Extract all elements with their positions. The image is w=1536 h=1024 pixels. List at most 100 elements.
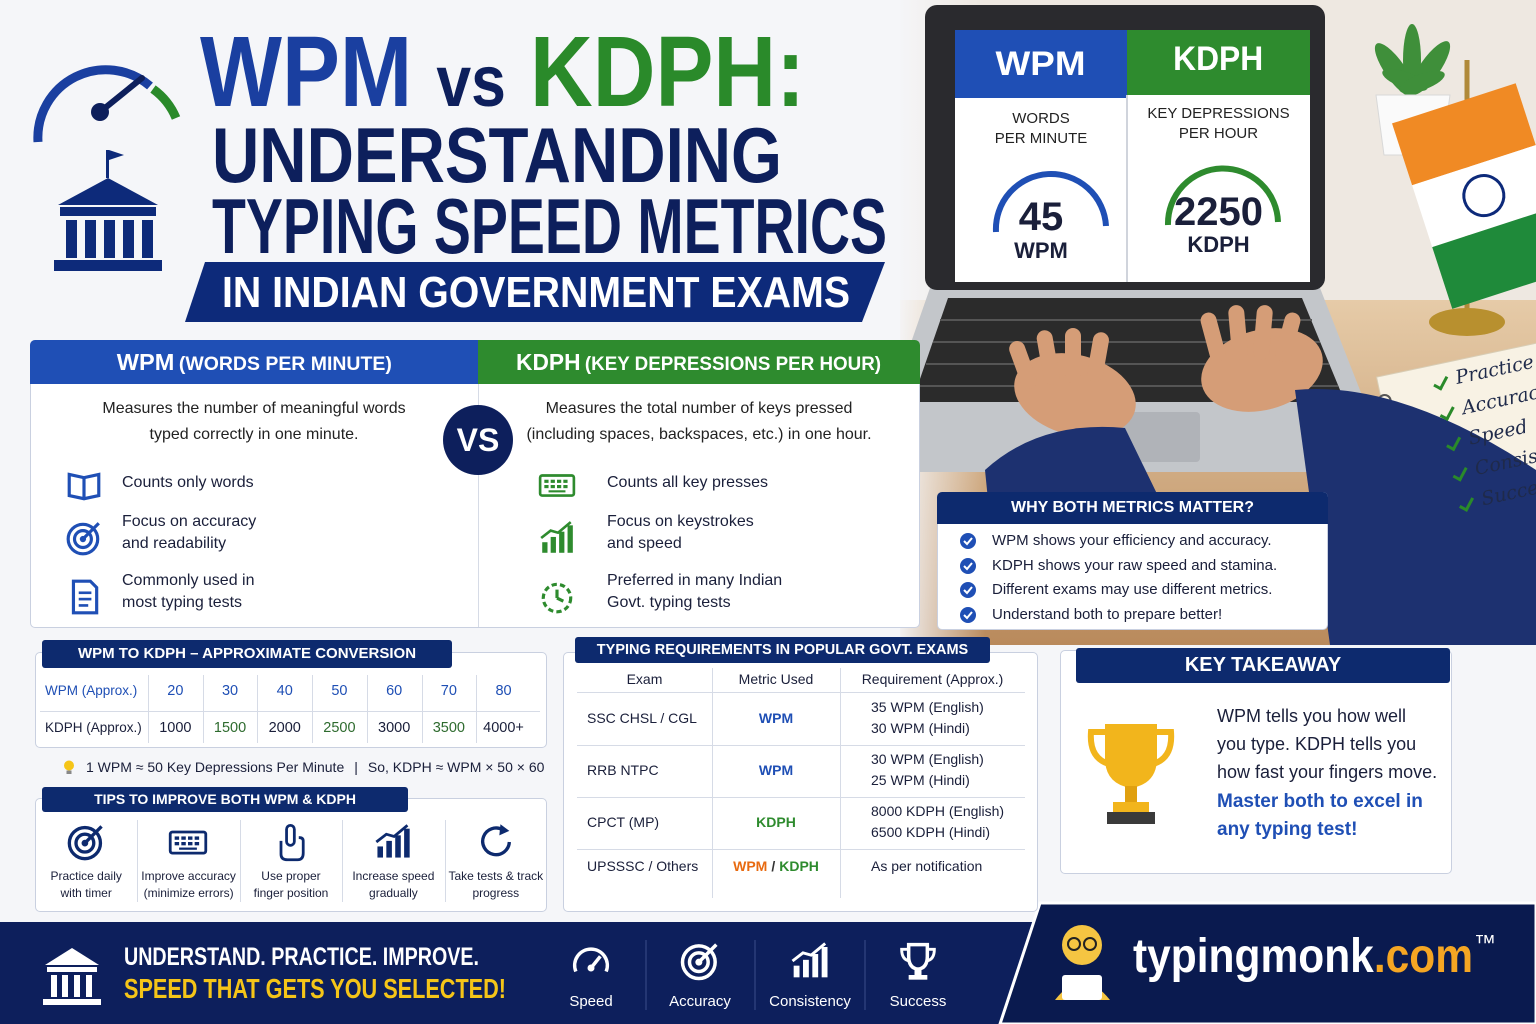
tip-divider: [137, 820, 139, 902]
conversion-value: 1500: [213, 720, 247, 736]
path-shape: [1295, 389, 1536, 645]
column-point: Preferred in many Indian: [607, 572, 783, 589]
rect-shape: [1009, 341, 1037, 389]
check-icon: [960, 582, 976, 598]
footer-icon-label: Speed: [569, 993, 613, 1010]
keyboard-icon: [538, 474, 576, 497]
path-shape: [1087, 729, 1111, 767]
target-icon: [680, 943, 718, 981]
div-shape: typingmonk.com: [1133, 928, 1517, 986]
circle-shape: [72, 529, 93, 550]
gauge-icon: [572, 947, 610, 973]
rect-shape: [1036, 330, 1060, 385]
row-line: [577, 745, 1025, 746]
column-divider: [257, 675, 259, 743]
polygon-shape: [185, 262, 885, 322]
column-description: Measures the number of meaningful words: [102, 400, 406, 417]
brand: typingmonk.com: [1133, 928, 1473, 986]
column-header-text: WPM (WORDS PER MINUTE): [116, 348, 391, 380]
rect-shape: [62, 975, 68, 997]
screen-label: PER MINUTE: [994, 130, 1088, 147]
conversion-note: 1 WPM ≈ 50 Key Depressions Per Minute | So…: [86, 759, 554, 775]
exam-name: RRB NTPC: [587, 762, 659, 778]
path-shape: [900, 947, 936, 963]
conversion-value: 3000: [378, 720, 411, 736]
polygon-shape: [998, 901, 1536, 1024]
table-column-line: [712, 668, 713, 898]
tip-label: Use proper: [261, 869, 321, 883]
line-shape: [83, 825, 103, 845]
polygon-shape: [498, 824, 509, 836]
rect-shape: [43, 999, 101, 1005]
column-point: and speed: [607, 535, 682, 552]
why-point: KDPH shows your raw speed and stamina.: [992, 556, 1278, 574]
screen-label: WORDS: [1012, 110, 1070, 127]
conversion-value: 50: [331, 683, 348, 699]
exam-name: CPCT (MP): [587, 814, 660, 830]
tip-label: Improve accuracy: [141, 869, 236, 883]
check-mark: [1433, 373, 1449, 391]
circle-shape: [74, 832, 96, 854]
polyline-shape: [963, 561, 973, 570]
conversion-value: 2000: [268, 720, 301, 736]
rect-shape: [1125, 786, 1137, 802]
rect-shape: [66, 220, 77, 258]
requirements-title: TYPING REQUIREMENTS IN POPULAR GOVT. EXA…: [575, 637, 990, 663]
g-shape: [377, 828, 410, 858]
screen-header: KDPH: [1127, 40, 1310, 79]
g-shape: [793, 947, 828, 978]
g-shape: [175, 836, 200, 850]
rect-shape: [1087, 332, 1109, 382]
circle-shape: [960, 533, 976, 549]
rect-shape: [955, 30, 1127, 98]
circle-shape: [541, 582, 573, 614]
rect-shape: [106, 150, 109, 178]
line-shape: [97, 75, 145, 115]
tip-label: finger position: [253, 886, 329, 900]
circle-shape: [960, 557, 976, 574]
rect-shape: [181, 842, 187, 846]
divider: [478, 384, 479, 627]
rect-shape: [1412, 145, 1536, 248]
column-point: and readability: [122, 535, 227, 552]
check-icon: [960, 533, 976, 549]
tip-label: gradually: [369, 886, 418, 900]
g-shape: [1009, 305, 1323, 437]
screen-label: PER HOUR: [1178, 125, 1259, 142]
div-shape: IN INDIAN GOVERNMENT EXAMS: [222, 268, 926, 317]
keyboard-icon: [169, 830, 208, 855]
rect-shape: [567, 525, 573, 553]
g-shape: [645, 940, 866, 1010]
polyline-shape: [963, 610, 973, 619]
column-point: most typing tests: [122, 594, 243, 611]
takeaway-highlight: Master both to excel in: [1217, 791, 1423, 812]
metric-part: WPM: [733, 858, 768, 874]
requirement: 30 WPM (Hindi): [871, 719, 970, 736]
rect-shape: [188, 836, 193, 840]
rect-shape: [550, 536, 556, 553]
div-shape: UNDERSTAND. PRACTICE. IMPROVE.: [124, 943, 575, 972]
rect-shape: [195, 836, 200, 840]
table-header: Requirement (Approx.): [861, 671, 1004, 687]
chart-icon: [791, 942, 828, 978]
rect-shape: [1228, 305, 1248, 360]
metric: WPM: [712, 710, 840, 726]
column-divider: [148, 675, 149, 743]
rect-shape: [104, 220, 115, 258]
row-label: WPM (Approx.): [45, 683, 138, 698]
check-mark: [1452, 464, 1468, 482]
circle-shape: [960, 582, 976, 598]
metric-part: WPM: [758, 762, 794, 778]
circle-shape: [960, 606, 976, 623]
timer-icon: [541, 582, 573, 614]
metric-part: WPM: [758, 709, 794, 726]
rect-shape: [1253, 305, 1273, 360]
title-line-2: UNDERSTANDING: [212, 111, 782, 199]
div-shape: WPM vs KDPH:: [200, 22, 897, 122]
title-kdph: KDPH:: [530, 16, 805, 128]
rect-shape: [386, 840, 393, 858]
column-divider: [312, 675, 314, 743]
tip-label: Increase speed: [352, 869, 435, 883]
ellipse-shape: [1429, 308, 1505, 336]
